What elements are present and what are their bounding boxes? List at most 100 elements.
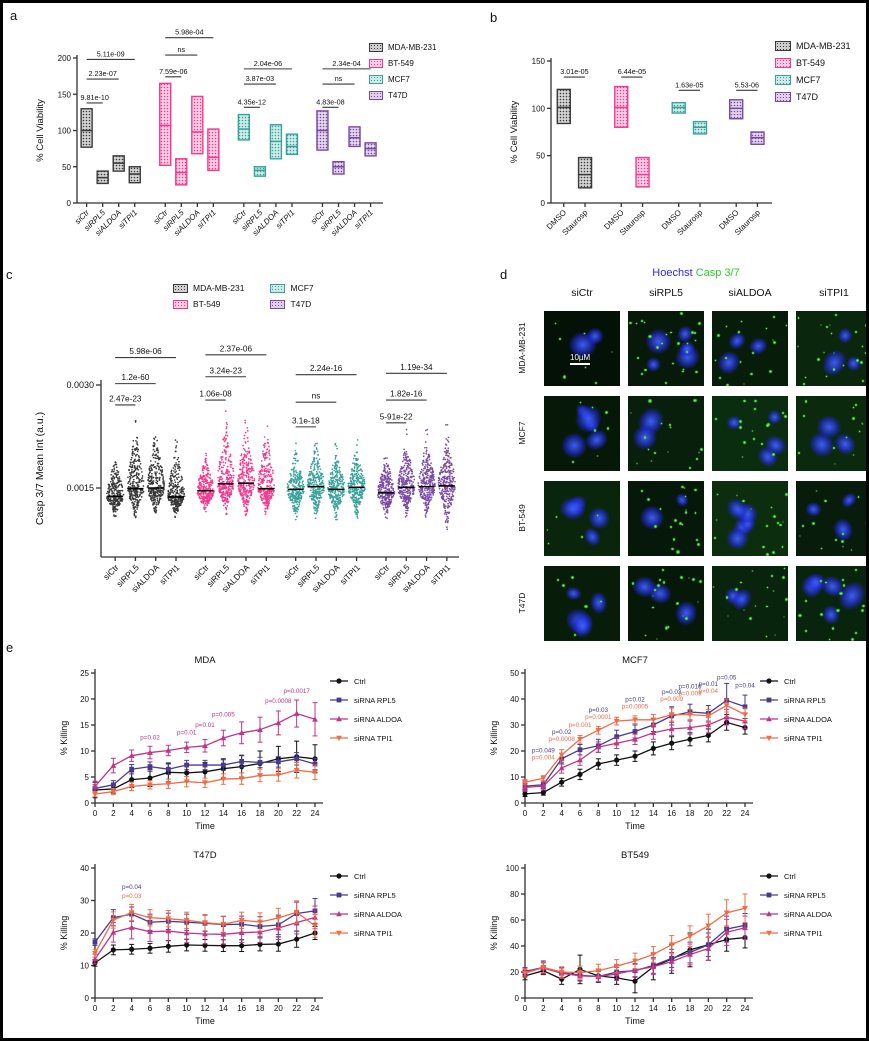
- caspase-speckle: [647, 398, 653, 404]
- caspase-speckle: [778, 523, 783, 528]
- legend-label: BT-549: [796, 58, 826, 68]
- violin-swarm: [105, 461, 125, 518]
- legend-item-t47d: T47D: [270, 297, 313, 311]
- caspase-speckle: [642, 320, 647, 325]
- caspase-speckle: [773, 634, 777, 637]
- svg-text:50: 50: [62, 163, 71, 172]
- caspase-speckle: [860, 608, 865, 613]
- caspase-speckle: [799, 535, 802, 538]
- violin-swarm: [127, 419, 145, 519]
- micrograph-mcf7-sialdoa: [712, 396, 788, 471]
- legend-item-sirna-tpi1: siRNA TPI1: [330, 929, 393, 938]
- caspase-speckle: [670, 546, 675, 551]
- caspase-speckle: [859, 359, 865, 365]
- legend-swatch: [369, 43, 383, 52]
- caspase-speckle: [852, 453, 855, 457]
- svg-text:150: 150: [58, 90, 72, 99]
- caspase-speckle: [583, 603, 589, 609]
- svg-text:100: 100: [532, 104, 546, 113]
- caspase-speckle: [830, 626, 836, 631]
- legend-item-sirna-aldoa: siRNA ALDOA: [760, 715, 832, 724]
- caspase-speckle: [804, 599, 809, 603]
- caspase-speckle: [765, 604, 769, 609]
- nucleus-blob: [834, 486, 863, 515]
- caspase-speckle: [685, 341, 690, 346]
- caspase-speckle: [803, 399, 809, 404]
- caspase-speckle: [839, 539, 845, 544]
- legend-item-bt-549: BT-549: [775, 58, 851, 68]
- svg-text:ns: ns: [177, 45, 185, 54]
- caspase-speckle: [715, 519, 718, 522]
- legend-item-ctrl: Ctrl: [760, 872, 796, 881]
- caspase-speckle: [673, 518, 678, 524]
- micrograph-bt-549-sialdoa: [712, 481, 788, 556]
- caspase-speckle: [861, 422, 864, 426]
- caspase-speckle: [733, 586, 739, 593]
- floating-bar: [112, 155, 125, 172]
- caspase-speckle: [590, 406, 594, 410]
- caspase-speckle: [822, 351, 826, 354]
- caspase-speckle: [800, 523, 806, 529]
- violin-swarm: [417, 428, 436, 518]
- caspase-speckle: [668, 422, 673, 427]
- caspase-speckle: [676, 341, 682, 347]
- caspase-speckle: [693, 331, 698, 336]
- legend-label: MDA-MB-231: [193, 283, 245, 293]
- micrograph-mda-mb-231-sirpl5: [628, 311, 704, 386]
- nucleus-blob: [813, 340, 857, 386]
- caspase-speckle: [737, 330, 742, 335]
- caspase-speckle: [772, 514, 778, 520]
- violin-swarm: [347, 439, 366, 519]
- caspase-speckle: [782, 615, 786, 618]
- caspase-speckle: [629, 411, 633, 415]
- legend-item-sirna-rpl5: siRNA RPL5: [760, 696, 826, 705]
- caspase-speckle: [810, 520, 817, 527]
- legend-item-mda-mb-231: MDA-MB-231: [775, 41, 851, 51]
- caspase-speckle: [784, 491, 788, 498]
- caspase-speckle: [853, 330, 858, 334]
- caspase-speckle: [765, 552, 770, 556]
- caspase-speckle: [802, 381, 806, 386]
- caspase-speckle: [854, 630, 859, 635]
- caspase-speckle: [782, 413, 788, 419]
- series-sirna-tpi1: [92, 900, 318, 958]
- caspase-speckle: [829, 331, 834, 336]
- caspase-speckle: [671, 362, 675, 366]
- caspase-speckle: [679, 311, 684, 317]
- caspase-speckle: [770, 574, 775, 579]
- caspase-speckle: [694, 456, 699, 461]
- legend-swatch: [369, 75, 383, 84]
- panel-d-microscopy-grid: Hoechst Casp 3/7 siCtr siRPL5 siALDOA siTPI…: [496, 265, 866, 641]
- legend-label: BT-549: [388, 59, 414, 68]
- legend-item-mcf7: MCF7: [270, 281, 314, 295]
- panel-label-d: d: [500, 267, 508, 282]
- floating-bar: [96, 170, 109, 185]
- floating-bar: [577, 156, 593, 189]
- micrograph-bt-549-sitpi1: [796, 481, 866, 556]
- svg-text:% Cell Viability: % Cell Viability: [509, 100, 520, 163]
- caspase-speckle: [818, 611, 824, 618]
- caspase-speckle: [682, 614, 685, 618]
- scale-bar: 10µM: [570, 353, 591, 365]
- legend-label: MCF7: [796, 75, 821, 85]
- caspase-speckle: [782, 520, 785, 523]
- caspase-speckle: [694, 339, 697, 342]
- violin-swarm: [196, 452, 215, 513]
- caspase-speckle: [603, 409, 609, 416]
- caspase-speckle: [716, 493, 719, 496]
- caspase-speckle: [683, 510, 689, 515]
- caspase-speckle: [753, 398, 759, 404]
- micrograph-t47d-sitpi1: [796, 566, 866, 641]
- floating-bar: [159, 82, 172, 167]
- svg-text:Casp 3/7 Mean Int (a.u.): Casp 3/7 Mean Int (a.u.): [34, 412, 46, 525]
- caspase-speckle: [671, 536, 677, 542]
- caspase-speckle: [666, 450, 670, 454]
- caspase-speckle: [712, 535, 717, 540]
- caspase-speckle: [593, 380, 598, 385]
- caspase-speckle: [741, 498, 746, 503]
- caspase-speckle: [771, 339, 778, 346]
- legend-label: T47D: [388, 91, 408, 100]
